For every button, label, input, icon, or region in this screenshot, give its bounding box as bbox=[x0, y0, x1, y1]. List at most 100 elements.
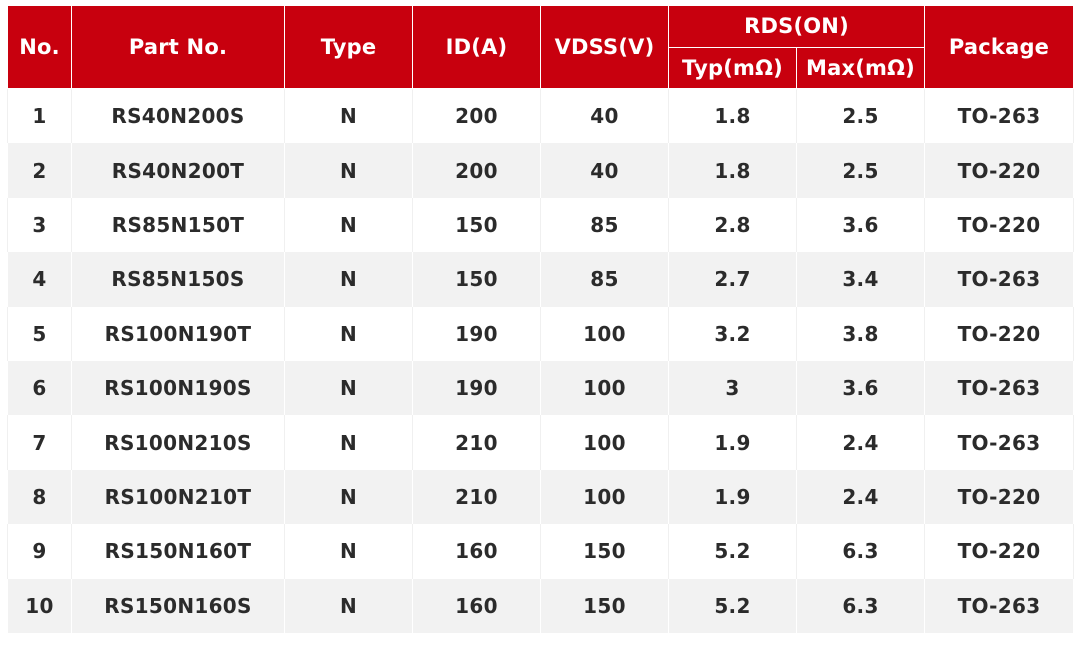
header-type: Type bbox=[284, 5, 413, 89]
cell-package: TO-220 bbox=[924, 306, 1074, 361]
cell-rds-typ: 3.2 bbox=[668, 306, 797, 361]
cell-rds-max: 3.6 bbox=[796, 360, 925, 416]
cell-type: N bbox=[284, 88, 413, 144]
cell-part-no: RS150N160T bbox=[71, 524, 285, 579]
cell-type: N bbox=[284, 415, 413, 470]
cell-vdss: 100 bbox=[540, 415, 669, 470]
cell-rds-typ: 2.7 bbox=[668, 252, 797, 307]
cell-type: N bbox=[284, 578, 413, 633]
cell-rds-typ: 1.8 bbox=[668, 143, 797, 198]
table-row: 9 RS150N160T N 160 150 5.2 6.3 TO-220 bbox=[7, 524, 1074, 579]
cell-part-no: RS85N150T bbox=[71, 197, 285, 253]
cell-rds-max: 2.4 bbox=[796, 415, 925, 470]
cell-rds-typ: 2.8 bbox=[668, 197, 797, 253]
table-header: No. Part No. Type ID(A) VDSS(V) RDS(ON) … bbox=[7, 5, 1074, 89]
cell-part-no: RS40N200T bbox=[71, 143, 285, 198]
cell-part-no: RS150N160S bbox=[71, 578, 285, 633]
cell-part-no: RS100N210T bbox=[71, 469, 285, 525]
cell-no: 8 bbox=[7, 469, 72, 525]
cell-rds-max: 2.4 bbox=[796, 469, 925, 525]
cell-part-no: RS100N190S bbox=[71, 360, 285, 416]
header-id: ID(A) bbox=[412, 5, 541, 89]
table-row: 3 RS85N150T N 150 85 2.8 3.6 TO-220 bbox=[7, 197, 1074, 253]
cell-rds-typ: 1.9 bbox=[668, 469, 797, 525]
table-row: 6 RS100N190S N 190 100 3 3.6 TO-263 bbox=[7, 360, 1074, 416]
cell-package: TO-220 bbox=[924, 197, 1074, 253]
cell-type: N bbox=[284, 252, 413, 307]
cell-rds-typ: 5.2 bbox=[668, 578, 797, 633]
cell-id: 210 bbox=[412, 469, 541, 525]
cell-id: 160 bbox=[412, 524, 541, 579]
cell-type: N bbox=[284, 524, 413, 579]
cell-type: N bbox=[284, 143, 413, 198]
cell-type: N bbox=[284, 197, 413, 253]
cell-vdss: 85 bbox=[540, 252, 669, 307]
cell-package: TO-263 bbox=[924, 578, 1074, 633]
cell-vdss: 85 bbox=[540, 197, 669, 253]
cell-rds-max: 6.3 bbox=[796, 578, 925, 633]
table-row: 10 RS150N160S N 160 150 5.2 6.3 TO-263 bbox=[7, 578, 1074, 633]
cell-rds-max: 2.5 bbox=[796, 88, 925, 144]
cell-no: 3 bbox=[7, 197, 72, 253]
header-package: Package bbox=[924, 5, 1074, 89]
header-part-no: Part No. bbox=[71, 5, 285, 89]
cell-type: N bbox=[284, 469, 413, 525]
cell-no: 2 bbox=[7, 143, 72, 198]
cell-no: 1 bbox=[7, 88, 72, 144]
header-rds-max: Max(mΩ) bbox=[796, 46, 925, 89]
cell-part-no: RS100N210S bbox=[71, 415, 285, 470]
cell-vdss: 40 bbox=[540, 143, 669, 198]
header-row-sub: Typ(mΩ) Max(mΩ) bbox=[8, 46, 1074, 89]
header-vdss: VDSS(V) bbox=[540, 5, 669, 89]
cell-type: N bbox=[284, 306, 413, 361]
cell-rds-typ: 1.9 bbox=[668, 415, 797, 470]
cell-part-no: RS100N190T bbox=[71, 306, 285, 361]
cell-vdss: 100 bbox=[540, 306, 669, 361]
cell-package: TO-220 bbox=[924, 143, 1074, 198]
cell-rds-typ: 1.8 bbox=[668, 88, 797, 144]
cell-id: 200 bbox=[412, 88, 541, 144]
cell-vdss: 150 bbox=[540, 524, 669, 579]
table-body: 1 RS40N200S N 200 40 1.8 2.5 TO-263 2 RS40N200T N 2… bbox=[7, 88, 1074, 633]
table-row: 1 RS40N200S N 200 40 1.8 2.5 TO-263 bbox=[7, 88, 1074, 144]
table-row: 7 RS100N210S N 210 100 1.9 2.4 TO-263 bbox=[7, 415, 1074, 470]
header-row-top: No. Part No. Type ID(A) VDSS(V) RDS(ON) … bbox=[7, 5, 1074, 89]
cell-rds-max: 3.6 bbox=[796, 197, 925, 253]
cell-rds-typ: 3 bbox=[668, 360, 797, 416]
cell-id: 150 bbox=[412, 197, 541, 253]
cell-no: 7 bbox=[7, 415, 72, 470]
cell-id: 210 bbox=[412, 415, 541, 470]
cell-no: 6 bbox=[7, 360, 72, 416]
cell-part-no: RS40N200S bbox=[71, 88, 285, 144]
cell-no: 9 bbox=[7, 524, 72, 579]
cell-id: 150 bbox=[412, 252, 541, 307]
cell-type: N bbox=[284, 360, 413, 416]
mosfet-spec-table: No. Part No. Type ID(A) VDSS(V) RDS(ON) … bbox=[7, 5, 1074, 633]
cell-no: 5 bbox=[7, 306, 72, 361]
cell-package: TO-263 bbox=[924, 252, 1074, 307]
header-rds-on: RDS(ON) bbox=[668, 5, 925, 48]
header-no: No. bbox=[7, 5, 72, 89]
cell-id: 190 bbox=[412, 306, 541, 361]
table-row: 8 RS100N210T N 210 100 1.9 2.4 TO-220 bbox=[7, 469, 1074, 525]
cell-package: TO-263 bbox=[924, 360, 1074, 416]
cell-rds-max: 3.4 bbox=[796, 252, 925, 307]
cell-vdss: 40 bbox=[540, 88, 669, 144]
cell-vdss: 100 bbox=[540, 360, 669, 416]
cell-rds-max: 3.8 bbox=[796, 306, 925, 361]
cell-rds-max: 2.5 bbox=[796, 143, 925, 198]
table-row: 5 RS100N190T N 190 100 3.2 3.8 TO-220 bbox=[7, 306, 1074, 361]
cell-no: 10 bbox=[7, 578, 72, 633]
cell-no: 4 bbox=[7, 252, 72, 307]
cell-package: TO-263 bbox=[924, 415, 1074, 470]
cell-rds-max: 6.3 bbox=[796, 524, 925, 579]
cell-rds-typ: 5.2 bbox=[668, 524, 797, 579]
cell-package: TO-220 bbox=[924, 524, 1074, 579]
cell-package: TO-220 bbox=[924, 469, 1074, 525]
header-rds-typ: Typ(mΩ) bbox=[668, 46, 797, 89]
table-row: 2 RS40N200T N 200 40 1.8 2.5 TO-220 bbox=[7, 143, 1074, 198]
cell-id: 200 bbox=[412, 143, 541, 198]
cell-part-no: RS85N150S bbox=[71, 252, 285, 307]
table-row: 4 RS85N150S N 150 85 2.7 3.4 TO-263 bbox=[7, 252, 1074, 307]
